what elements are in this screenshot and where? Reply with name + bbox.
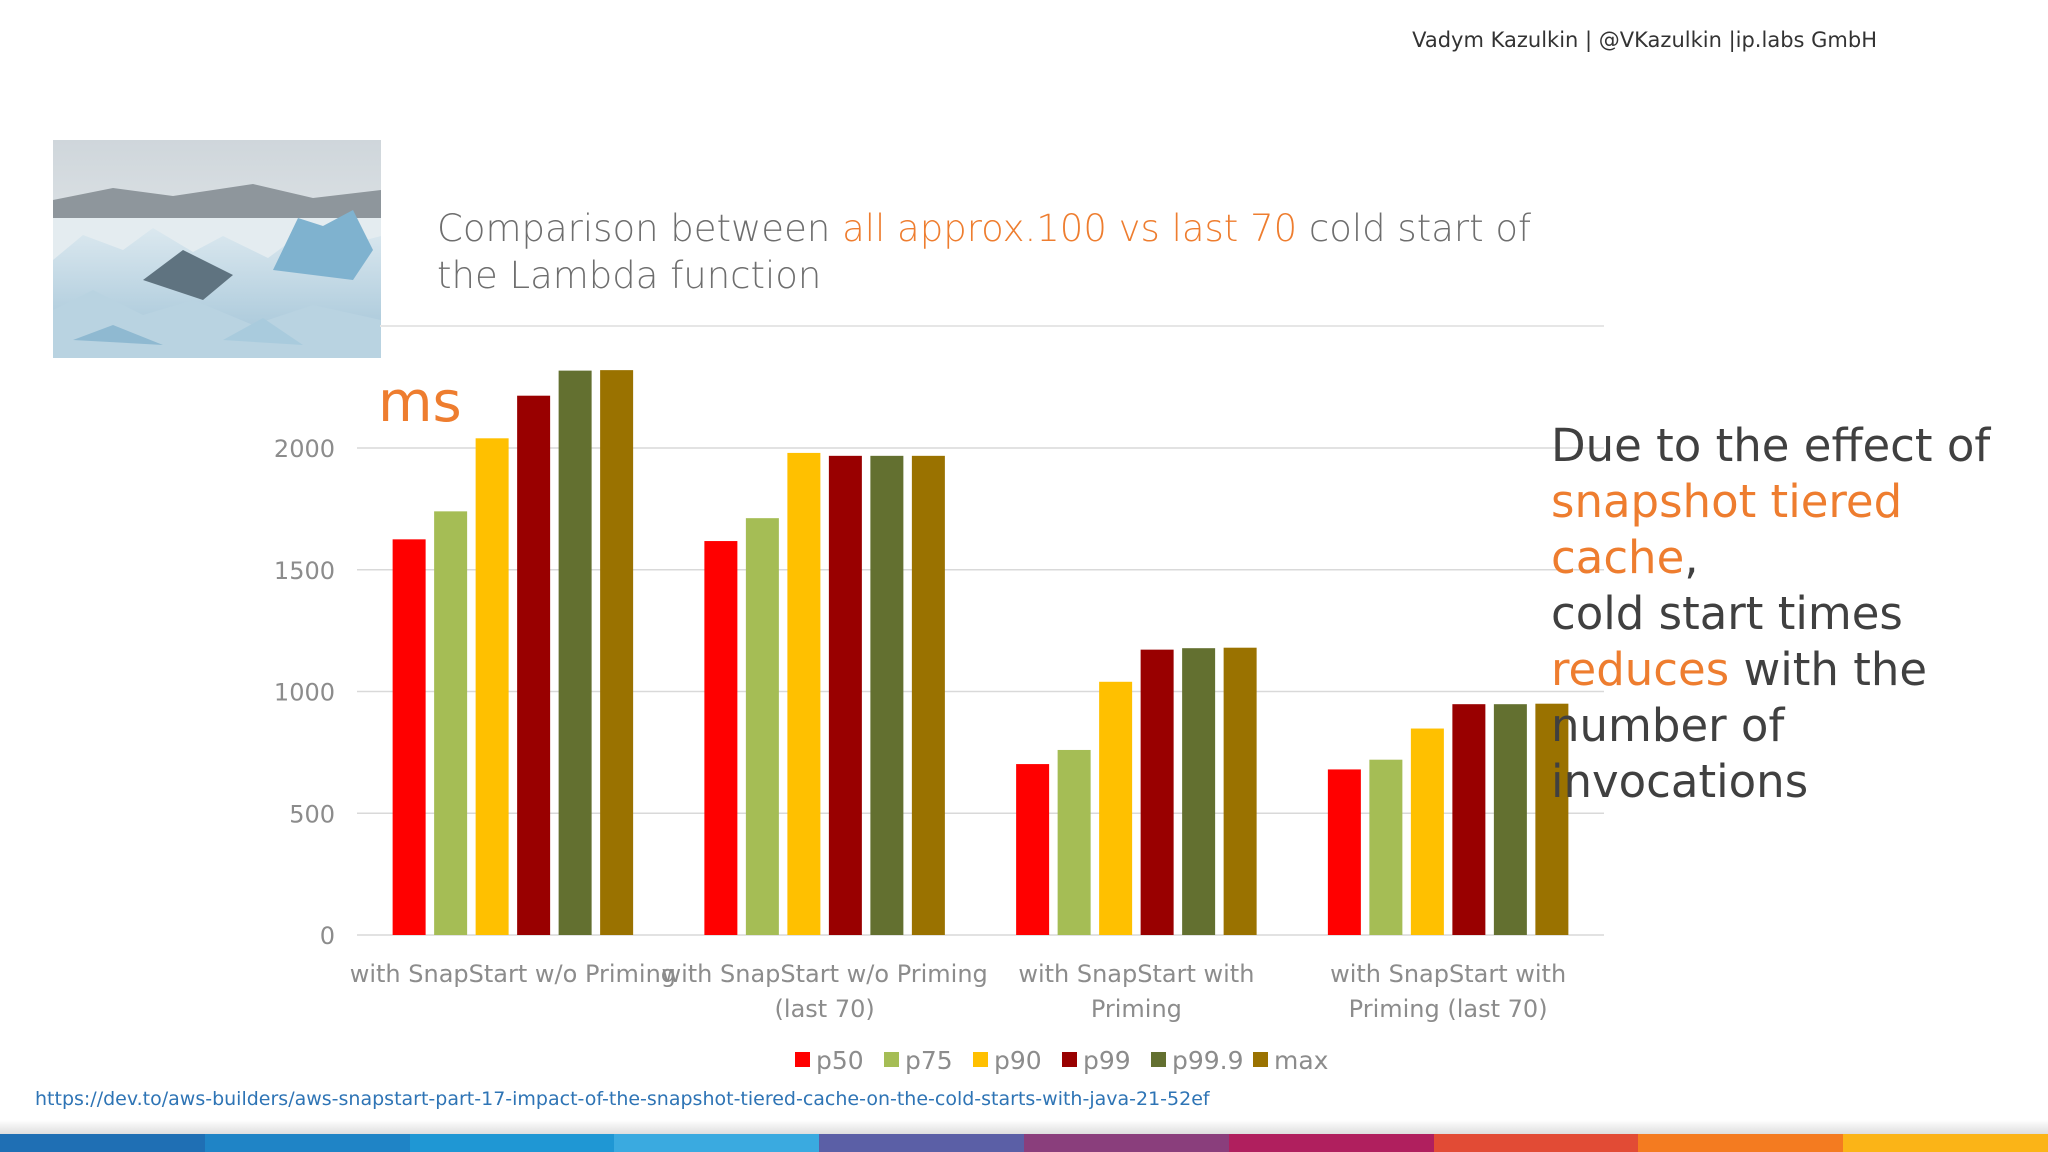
legend-swatch-p99 — [1062, 1052, 1077, 1067]
bar-p75 — [434, 511, 468, 935]
legend-label-p75: p75 — [905, 1046, 953, 1075]
y-axis-unit-label: ms — [378, 370, 462, 435]
side-note-highlight-cache: snapshot tiered cache — [1551, 475, 1903, 584]
side-note-line-4: reduces with the — [1551, 642, 2041, 698]
side-note-line-5: number of invocations — [1551, 699, 1809, 808]
bar-max — [600, 370, 634, 935]
y-tick-label: 1500 — [274, 557, 335, 585]
bar-p99 — [1452, 704, 1486, 935]
x-category-label: Priming (last 70) — [1349, 995, 1548, 1023]
bar-max — [911, 455, 945, 935]
side-note-line-3: cold start times — [1551, 587, 1903, 640]
footer-color-segment — [819, 1134, 1024, 1152]
bar-p75 — [745, 518, 779, 935]
iceberg-photo — [53, 140, 381, 358]
x-category-label: with SnapStart w/o Priming — [350, 960, 676, 988]
legend-swatch-p90 — [973, 1052, 988, 1067]
footer-color-segment — [0, 1134, 205, 1152]
bar-p50 — [704, 541, 738, 935]
bar-p50 — [392, 539, 426, 935]
bar-p90 — [1410, 728, 1444, 935]
bar-p90 — [1099, 681, 1133, 935]
footer-color-segment — [1228, 1134, 1434, 1152]
x-category-label: with SnapStart w/o Priming — [661, 960, 987, 988]
bar-p99-9 — [1493, 704, 1527, 935]
footer-color-segment — [614, 1134, 820, 1152]
title-part-1: Comparison between — [437, 207, 843, 250]
y-tick-label: 500 — [289, 800, 335, 828]
side-note-line-2: snapshot tiered cache, — [1551, 474, 2041, 586]
bar-p90 — [475, 438, 509, 935]
x-category-label: with SnapStart with — [1330, 960, 1566, 988]
bar-p99-9 — [1182, 648, 1216, 935]
side-note-highlight-reduces: reduces — [1551, 643, 1730, 696]
bar-p50 — [1016, 764, 1050, 935]
legend-label-p99-9: p99.9 — [1172, 1046, 1244, 1075]
legend-label-p99: p99 — [1083, 1046, 1131, 1075]
side-note-line-1: Due to the effect of — [1551, 419, 1991, 472]
side-note-comma: , — [1684, 531, 1699, 584]
legend-swatch-p50 — [795, 1052, 810, 1067]
footer-color-segment — [1023, 1134, 1229, 1152]
bar-p75 — [1057, 749, 1091, 935]
bar-p50 — [1327, 769, 1361, 935]
legend-swatch-p99-9 — [1151, 1052, 1166, 1067]
bar-p75 — [1369, 759, 1403, 935]
y-tick-label: 1000 — [274, 679, 335, 707]
bar-p99-9 — [558, 370, 592, 935]
legend-label-p90: p90 — [994, 1046, 1042, 1075]
source-link[interactable]: https://dev.to/aws-builders/aws-snapstar… — [35, 1088, 1210, 1110]
x-category-label: (last 70) — [775, 995, 875, 1023]
x-category-label: with SnapStart with — [1018, 960, 1254, 988]
y-tick-label: 2000 — [274, 435, 335, 463]
x-category-label: Priming — [1091, 995, 1182, 1023]
title-divider — [380, 325, 1604, 327]
bar-p99 — [1140, 649, 1174, 935]
legend-label-p50: p50 — [816, 1046, 864, 1075]
legend-swatch-max — [1253, 1052, 1268, 1067]
footer-color-segment — [1433, 1134, 1639, 1152]
legend-label-max: max — [1274, 1046, 1328, 1075]
bar-max — [1535, 703, 1569, 935]
footer-color-segment — [409, 1134, 615, 1152]
y-tick-label: 0 — [320, 922, 335, 950]
bar-p99 — [828, 455, 862, 935]
side-note-line-4-rest: with the — [1729, 643, 1928, 696]
legend-swatch-p75 — [884, 1052, 899, 1067]
bar-max — [1223, 647, 1257, 935]
footer-color-segment — [1638, 1134, 1844, 1152]
bar-p99 — [517, 395, 551, 935]
footer-shadow — [0, 1120, 2048, 1134]
title-part-2: cold start of the Lambda function — [437, 207, 1532, 297]
bar-p99-9 — [870, 455, 904, 935]
slide-title: Comparison between all approx.100 vs las… — [437, 205, 1577, 299]
author-credit: Vadym Kazulkin | @VKazulkin |ip.labs Gmb… — [1412, 28, 1877, 52]
footer-color-bar — [0, 1134, 2048, 1152]
footer-color-segment — [204, 1134, 410, 1152]
side-note: Due to the effect of snapshot tiered cac… — [1551, 418, 2041, 810]
bar-p90 — [787, 452, 821, 935]
title-highlight: all approx.100 vs last 70 — [842, 207, 1298, 250]
footer-color-segment — [1843, 1134, 2048, 1152]
